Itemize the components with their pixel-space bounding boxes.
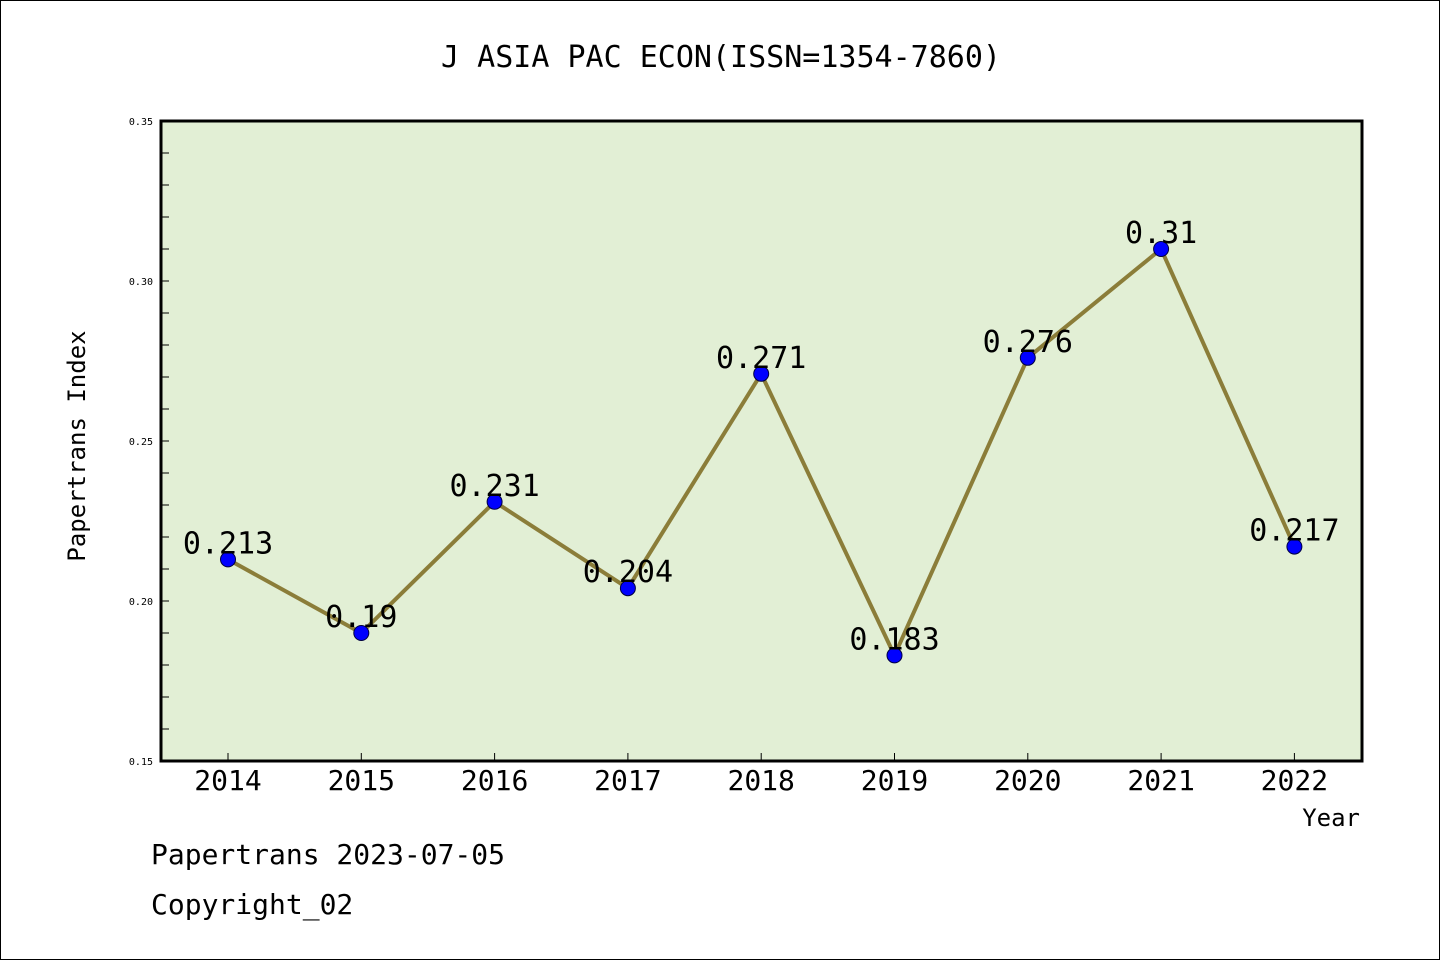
data-point xyxy=(220,551,236,568)
footer-date: Papertrans 2023-07-05 xyxy=(151,838,506,871)
data-label: 0.231 xyxy=(449,469,539,504)
chart-title: J ASIA PAC ECON(ISSN=1354-7860) xyxy=(441,40,1001,75)
data-label: 0.19 xyxy=(325,600,397,635)
plot-area xyxy=(159,119,1364,763)
data-label: 0.276 xyxy=(983,325,1073,360)
y-tick-label: 0.35 xyxy=(129,117,153,128)
y-axis-ticks: 0.15 0.20 0.25 0.30 0.35 xyxy=(129,117,169,768)
data-label: 0.183 xyxy=(849,622,939,657)
data-point xyxy=(1019,349,1036,366)
data-point xyxy=(1153,241,1170,257)
data-label: 0.217 xyxy=(1249,514,1339,549)
data-point xyxy=(353,625,370,641)
footer-copyright: Copyright_02 xyxy=(151,888,354,921)
x-tick-label: 2014 xyxy=(194,764,261,797)
x-tick-label: 2022 xyxy=(1261,764,1328,797)
y-tick-label: 0.25 xyxy=(129,437,153,448)
x-tick-label: 2017 xyxy=(594,764,661,797)
x-tick-label: 2018 xyxy=(727,764,794,797)
y-tick-label: 0.20 xyxy=(129,597,153,608)
data-point xyxy=(1286,538,1303,555)
data-label: 0.271 xyxy=(716,341,806,376)
x-tick-label: 2021 xyxy=(1127,764,1194,797)
data-label: 0.204 xyxy=(583,555,673,590)
x-axis-label: Year xyxy=(1302,804,1360,832)
y-tick-label: 0.30 xyxy=(129,277,153,288)
data-label: 0.213 xyxy=(183,526,273,561)
x-axis-ticks: 2014 2015 2016 2017 2018 2019 2020 2021 2022 xyxy=(194,753,1328,797)
x-tick-label: 2019 xyxy=(861,764,928,797)
data-point xyxy=(753,365,770,382)
y-tick-label: 0.15 xyxy=(129,757,153,768)
data-point xyxy=(486,493,503,510)
data-point xyxy=(886,647,903,664)
x-tick-label: 2016 xyxy=(461,764,528,797)
y-axis-label: Papertrans Index xyxy=(63,330,91,561)
data-label: 0.31 xyxy=(1125,216,1197,251)
series-group: 0.213 0.19 0.231 0.204 0.271 0.183 0.276 0.31 0.… xyxy=(183,216,1340,664)
x-tick-label: 2015 xyxy=(328,764,395,797)
data-point xyxy=(619,580,636,597)
x-tick-label: 2020 xyxy=(994,764,1061,797)
